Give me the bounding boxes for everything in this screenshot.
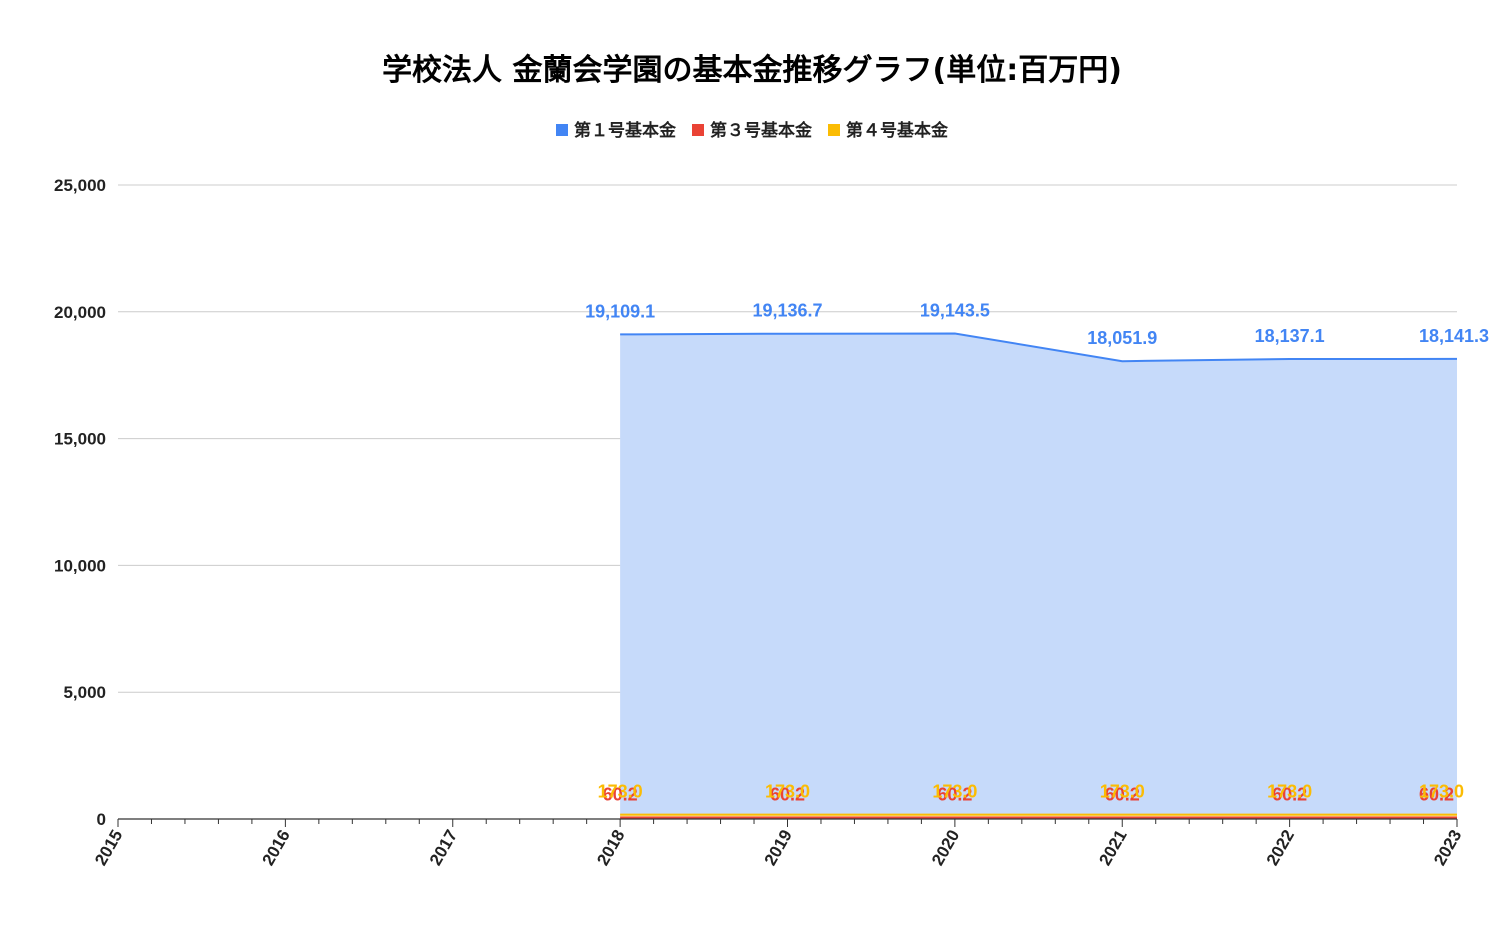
data-label: 60.2 bbox=[1105, 784, 1140, 804]
x-tick-label: 2019 bbox=[761, 827, 796, 869]
legend-swatch bbox=[556, 124, 568, 136]
data-label: 18,141.3 bbox=[1419, 326, 1489, 346]
y-tick-label: 25,000 bbox=[54, 176, 106, 195]
data-label: 19,136.7 bbox=[752, 301, 822, 321]
data-label: 60.2 bbox=[937, 784, 972, 804]
x-tick-label: 2017 bbox=[426, 827, 461, 869]
legend-label: 第１号基本金 bbox=[574, 120, 677, 141]
data-label: 18,051.9 bbox=[1087, 328, 1157, 348]
legend-swatch bbox=[828, 124, 840, 136]
data-label: 173.0 bbox=[598, 782, 643, 802]
legend-label: 第４号基本金 bbox=[846, 120, 949, 141]
x-tick-label: 2023 bbox=[1430, 827, 1465, 869]
chart-title: 学校法人 金蘭会学園の基本金推移グラフ(単位:百万円) bbox=[382, 53, 1122, 88]
y-tick-label: 10,000 bbox=[54, 556, 106, 575]
x-tick-label: 2015 bbox=[91, 827, 126, 869]
axes bbox=[117, 818, 1458, 827]
legend: 第１号基本金 第３号基本金 第４号基本金 bbox=[556, 120, 949, 141]
x-axis-ticks: 2015 2016 2017 2018 2019 2020 2021 2022 2023 bbox=[91, 827, 1465, 869]
data-label: 19,143.5 bbox=[920, 301, 990, 321]
y-tick-label: 15,000 bbox=[54, 430, 106, 449]
data-label: 173.0 bbox=[1100, 782, 1145, 802]
data-label: 19,109.1 bbox=[585, 301, 655, 321]
data-label: 60.2 bbox=[1272, 784, 1307, 804]
data-label: 60.2 bbox=[770, 784, 805, 804]
legend-label: 第３号基本金 bbox=[710, 120, 813, 141]
data-labels: 19,109.1 19,136.7 19,143.5 18,051.9 18,137.1… bbox=[585, 301, 1489, 805]
data-label: 18,137.1 bbox=[1255, 326, 1325, 346]
data-label: 60.2 bbox=[603, 784, 638, 804]
y-tick-label: 0 bbox=[97, 810, 106, 829]
legend-swatch bbox=[692, 124, 704, 136]
data-label: 173.0 bbox=[1267, 782, 1312, 802]
y-tick-label: 20,000 bbox=[54, 303, 106, 322]
y-axis-ticks: 0 5,000 10,000 15,000 20,000 25,000 bbox=[54, 176, 106, 829]
area-1 bbox=[620, 333, 1457, 819]
line-1 bbox=[620, 332, 1458, 363]
y-tick-label: 5,000 bbox=[63, 683, 106, 702]
series-areas bbox=[620, 333, 1457, 819]
x-tick-label: 2021 bbox=[1095, 827, 1130, 869]
data-label: 173.0 bbox=[932, 782, 977, 802]
series-lines bbox=[620, 332, 1458, 819]
x-tick-label: 2016 bbox=[258, 827, 293, 869]
data-label: 60.2 bbox=[1419, 784, 1454, 804]
x-tick-label: 2018 bbox=[593, 827, 628, 869]
data-label: 173.0 bbox=[765, 782, 810, 802]
x-tick-label: 2020 bbox=[928, 827, 963, 869]
x-tick-label: 2022 bbox=[1263, 827, 1298, 869]
data-label: 173.0 bbox=[1419, 782, 1464, 802]
